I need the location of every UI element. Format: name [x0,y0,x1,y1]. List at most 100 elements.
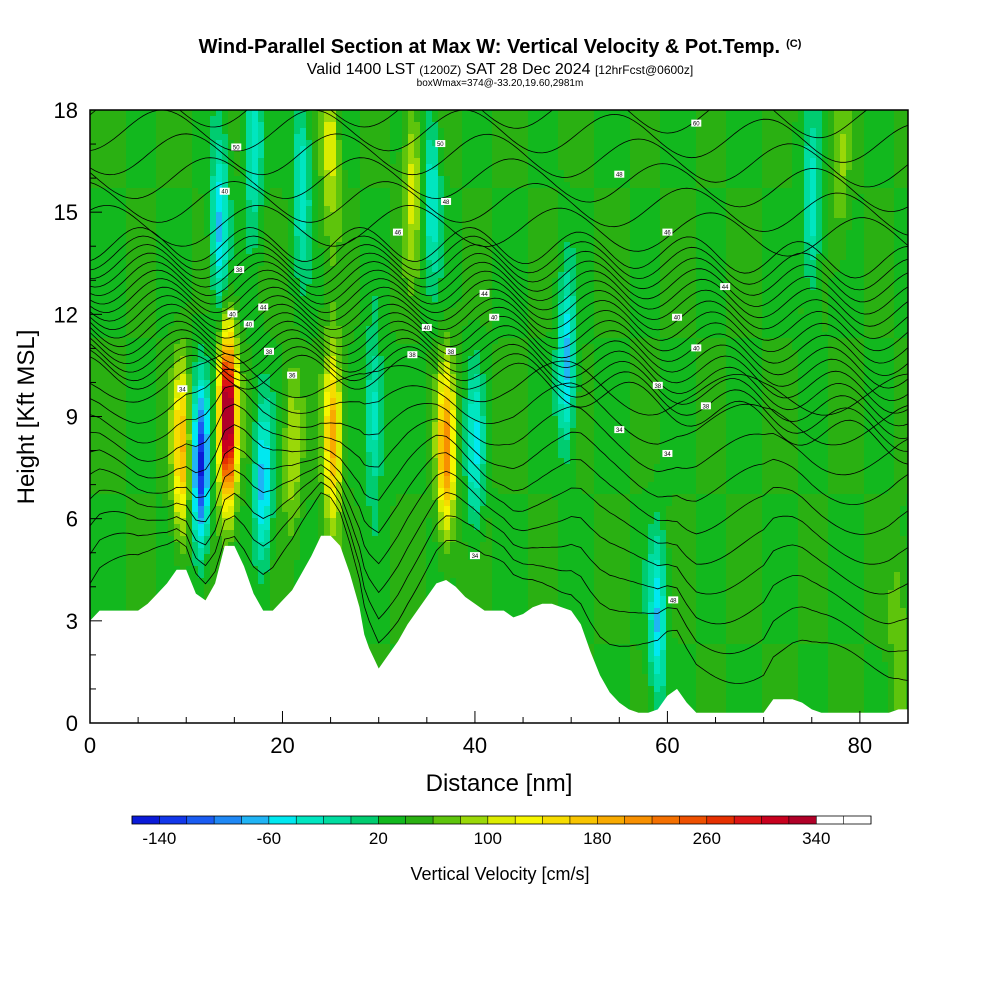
velocity-cell [876,170,883,177]
velocity-cell [684,122,691,129]
velocity-cell [510,128,517,135]
velocity-cell [342,134,349,141]
velocity-cell [348,206,355,213]
velocity-cell [822,260,829,267]
velocity-cell [270,128,277,135]
velocity-cell [366,158,373,165]
velocity-cell [198,164,205,171]
velocity-cell [846,110,853,117]
velocity-cell [378,242,385,249]
velocity-cell [138,164,145,171]
velocity-cell [858,212,865,219]
velocity-cell [834,260,841,267]
velocity-cell [810,314,817,321]
velocity-cell [510,248,517,255]
velocity-cell [306,224,313,231]
velocity-cell [468,122,475,129]
velocity-cell [492,230,499,237]
velocity-cell [156,248,163,255]
velocity-cell [258,230,265,237]
velocity-cell [858,110,865,117]
velocity-cell [810,224,817,231]
velocity-cell [552,230,559,237]
velocity-cell [468,230,475,237]
velocity-cell [462,194,469,201]
velocity-cell [318,314,325,321]
velocity-cell [630,242,637,249]
velocity-cell [342,314,349,321]
velocity-cell [456,146,463,153]
velocity-cell [726,182,733,189]
velocity-cell [180,314,187,321]
velocity-cell [228,260,235,267]
velocity-cell [564,158,571,165]
velocity-cell [570,260,577,267]
velocity-cell [534,164,541,171]
velocity-cell [432,242,439,249]
velocity-cell [660,140,667,147]
velocity-cell [444,206,451,213]
velocity-cell [516,194,523,201]
velocity-cell [522,224,529,231]
velocity-cell [582,158,589,165]
velocity-cell [804,170,811,177]
velocity-cell [432,164,439,171]
velocity-cell [636,146,643,153]
velocity-cell [288,188,295,195]
velocity-cell [174,308,181,315]
velocity-cell [720,218,727,225]
velocity-cell [516,278,523,285]
velocity-cell [534,122,541,129]
velocity-cell [102,158,109,165]
velocity-cell [114,134,121,141]
velocity-cell [330,314,337,321]
velocity-cell [738,110,745,117]
velocity-cell [228,254,235,261]
velocity-cell [888,260,895,267]
velocity-cell [288,212,295,219]
velocity-cell [270,188,277,195]
velocity-cell [552,218,559,225]
velocity-cell [408,248,415,255]
velocity-cell [156,134,163,141]
velocity-cell [186,266,193,273]
velocity-cell [354,308,361,315]
velocity-cell [90,308,97,315]
velocity-cell [528,218,535,225]
velocity-cell [276,296,283,303]
velocity-cell [288,200,295,207]
velocity-cell [762,272,769,279]
velocity-cell [534,200,541,207]
velocity-cell [690,290,697,297]
velocity-cell [312,248,319,255]
velocity-cell [882,248,889,255]
velocity-cell [324,296,331,303]
velocity-cell [186,134,193,141]
velocity-cell [354,230,361,237]
velocity-cell [630,218,637,225]
velocity-cell [240,188,247,195]
velocity-cell [426,176,433,183]
velocity-cell [642,260,649,267]
velocity-cell [564,218,571,225]
velocity-cell [450,224,457,231]
velocity-cell [348,302,355,309]
velocity-cell [546,140,553,147]
velocity-cell [690,254,697,261]
velocity-cell [702,266,709,273]
velocity-cell [660,296,667,303]
velocity-cell [300,248,307,255]
velocity-cell [156,188,163,195]
velocity-cell [618,302,625,309]
velocity-cell [834,248,841,255]
velocity-cell [150,272,157,279]
velocity-cell [240,170,247,177]
velocity-cell [150,158,157,165]
velocity-cell [564,116,571,123]
velocity-cell [768,164,775,171]
velocity-cell [198,212,205,219]
velocity-cell [204,188,211,195]
velocity-cell [822,236,829,243]
velocity-cell [132,206,139,213]
velocity-cell [786,266,793,273]
